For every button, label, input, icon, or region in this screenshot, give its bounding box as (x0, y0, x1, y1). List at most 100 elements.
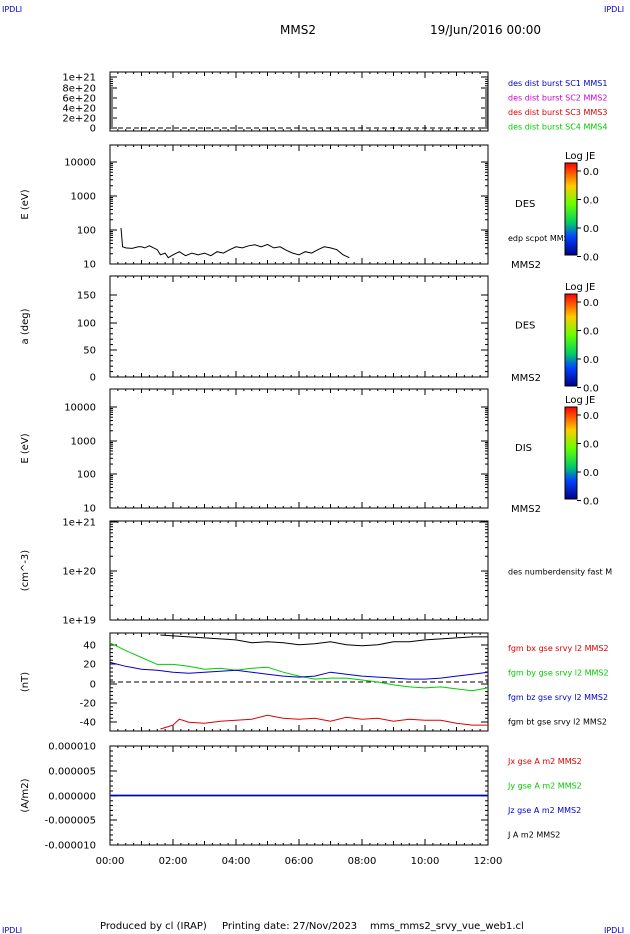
y-tick-label: 0.000010 (48, 742, 96, 753)
legend-entry: fgm bx gse srvy l2 MMS2 (508, 644, 609, 653)
x-tick-label: 02:00 (159, 856, 188, 867)
y-tick-label: 10000 (64, 403, 96, 414)
y-tick-label: -0.000010 (45, 841, 96, 852)
y-tick-label: -0.000005 (45, 816, 96, 827)
panel-right-label: DIS (515, 443, 532, 454)
y-tick-label: 1000 (71, 192, 96, 203)
legend-entry: J A m2 MMS2 (507, 831, 560, 840)
colorbar-tick-label: 0.0 (583, 253, 599, 264)
y-axis-label: (cm^-3) (20, 550, 31, 591)
legend-entry: des dist burst SC2 MMS2 (508, 94, 607, 103)
legend-entry: des dist burst SC1 MMS1 (508, 79, 607, 88)
y-axis-label: a (deg) (20, 308, 31, 344)
y-tick-label: 2e+20 (62, 114, 96, 125)
legend-entry: Jy gse A m2 MMS2 (507, 782, 582, 791)
y-tick-label: 0 (90, 373, 96, 384)
series-line (160, 634, 488, 647)
y-tick-label: 0 (90, 680, 96, 691)
legend-entry: fgm by gse srvy l2 MMS2 (508, 669, 609, 678)
series-line (109, 642, 489, 692)
y-axis-label: (nT) (20, 672, 31, 692)
y-tick-label: 100 (77, 226, 96, 237)
legend-entry: des dist burst SC3 MMS3 (508, 108, 607, 117)
x-tick-label: 04:00 (222, 856, 251, 867)
x-tick-label: 06:00 (285, 856, 314, 867)
y-tick-label: 50 (83, 346, 96, 357)
y-tick-label: 1e+21 (62, 73, 96, 84)
y-tick-label: 1000 (71, 437, 96, 448)
footer-filename: mms_mms2_srvy_vue_web1.cl (370, 921, 524, 932)
panel-bottom-label: MMS2 (511, 260, 541, 271)
y-tick-label: 0.000005 (48, 767, 96, 778)
y-tick-label: 100 (77, 470, 96, 481)
x-tick-label: 00:00 (96, 856, 125, 867)
colorbar-tick-label: 0.0 (583, 440, 599, 451)
series-line (160, 714, 488, 730)
panel-frame (109, 71, 489, 132)
colorbar-tick-label: 0.0 (583, 196, 599, 207)
panel-frame (109, 275, 489, 378)
y-tick-label: 6e+20 (62, 94, 96, 105)
legend-entry: Jx gse A m2 MMS2 (507, 757, 582, 766)
colorbar (564, 162, 578, 256)
corner-label-bottom-right: IPDLI (604, 926, 624, 934)
panel-bottom-label: MMS2 (511, 373, 541, 384)
panel-bottom-label: MMS2 (511, 504, 541, 515)
panel-frame (109, 144, 489, 265)
y-tick-label: 150 (77, 291, 96, 302)
y-tick-label: -20 (80, 699, 96, 710)
corner-label-top-left: IPDLI (2, 5, 22, 14)
y-tick-label: -40 (80, 718, 96, 729)
panel-frame (109, 520, 489, 621)
panel-frame (109, 388, 489, 509)
y-axis-label: E (eV) (20, 433, 31, 463)
legend-entry: des dist burst SC4 MMS4 (508, 123, 607, 132)
corner-label-top-right: IPDLI (604, 5, 624, 14)
colorbar-tick-label: 0.0 (583, 224, 599, 235)
colorbar-title: Log JE (565, 151, 595, 162)
y-axis-label: (A/m2) (20, 778, 31, 812)
colorbar-title: Log JE (565, 395, 595, 406)
corner-label-bottom-left: IPDLI (2, 926, 22, 934)
y-tick-label: 0 (90, 124, 96, 135)
y-axis-label: E (eV) (20, 189, 31, 219)
plot-date: 19/Jun/2016 00:00 (430, 23, 541, 37)
legend-entry: Jz gse A m2 MMS2 (507, 806, 581, 815)
y-tick-label: 1e+20 (62, 567, 96, 578)
colorbar-tick-label: 0.0 (583, 355, 599, 366)
y-tick-label: 8e+20 (62, 84, 96, 95)
x-tick-label: 10:00 (411, 856, 440, 867)
y-tick-label: 1e+19 (62, 616, 96, 627)
colorbar-tick-label: 0.0 (583, 384, 599, 395)
panel-right-label: DES (515, 199, 535, 210)
panel-right-label-2: edp scpot MMS2 (508, 234, 574, 243)
y-tick-label: 10 (83, 260, 96, 271)
legend-entry: fgm bt gse srvy l2 MMS2 (508, 718, 607, 727)
y-tick-label: 1e+21 (62, 518, 96, 529)
colorbar (564, 406, 578, 500)
legend-entry: des numberdensity fast M (508, 568, 612, 577)
legend-entry: fgm bz gse srvy l2 MMS2 (508, 693, 608, 702)
x-tick-label: 08:00 (348, 856, 377, 867)
y-tick-label: 40 (83, 641, 96, 652)
colorbar-tick-label: 0.0 (583, 497, 599, 508)
series-line (120, 227, 350, 259)
colorbar-tick-label: 0.0 (583, 411, 599, 422)
plot-title: MMS2 (280, 23, 316, 37)
colorbar (564, 293, 578, 387)
x-tick-label: 12:00 (474, 856, 503, 867)
y-tick-label: 4e+20 (62, 104, 96, 115)
y-tick-label: 100 (77, 319, 96, 330)
panel-right-label: DES (515, 321, 535, 332)
y-tick-label: 0.000000 (48, 792, 96, 803)
y-tick-label: 20 (83, 660, 96, 671)
y-tick-label: 10000 (64, 158, 96, 169)
colorbar-tick-label: 0.0 (583, 468, 599, 479)
colorbar-tick-label: 0.0 (583, 298, 599, 309)
y-tick-label: 10 (83, 504, 96, 515)
footer-printing-date: Printing date: 27/Nov/2023 (222, 921, 357, 932)
colorbar-tick-label: 0.0 (583, 167, 599, 178)
colorbar-title: Log JE (565, 282, 595, 293)
footer-produced: Produced by cl (IRAP) (100, 921, 207, 932)
